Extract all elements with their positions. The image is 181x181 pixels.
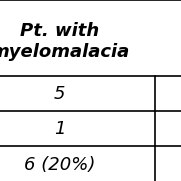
Text: 1: 1 [54,119,66,138]
Text: Pt. with: Pt. with [20,22,99,40]
Text: 5: 5 [54,85,66,103]
Text: myelomalacia: myelomalacia [0,43,129,62]
Text: 6 (20%): 6 (20%) [24,156,95,174]
